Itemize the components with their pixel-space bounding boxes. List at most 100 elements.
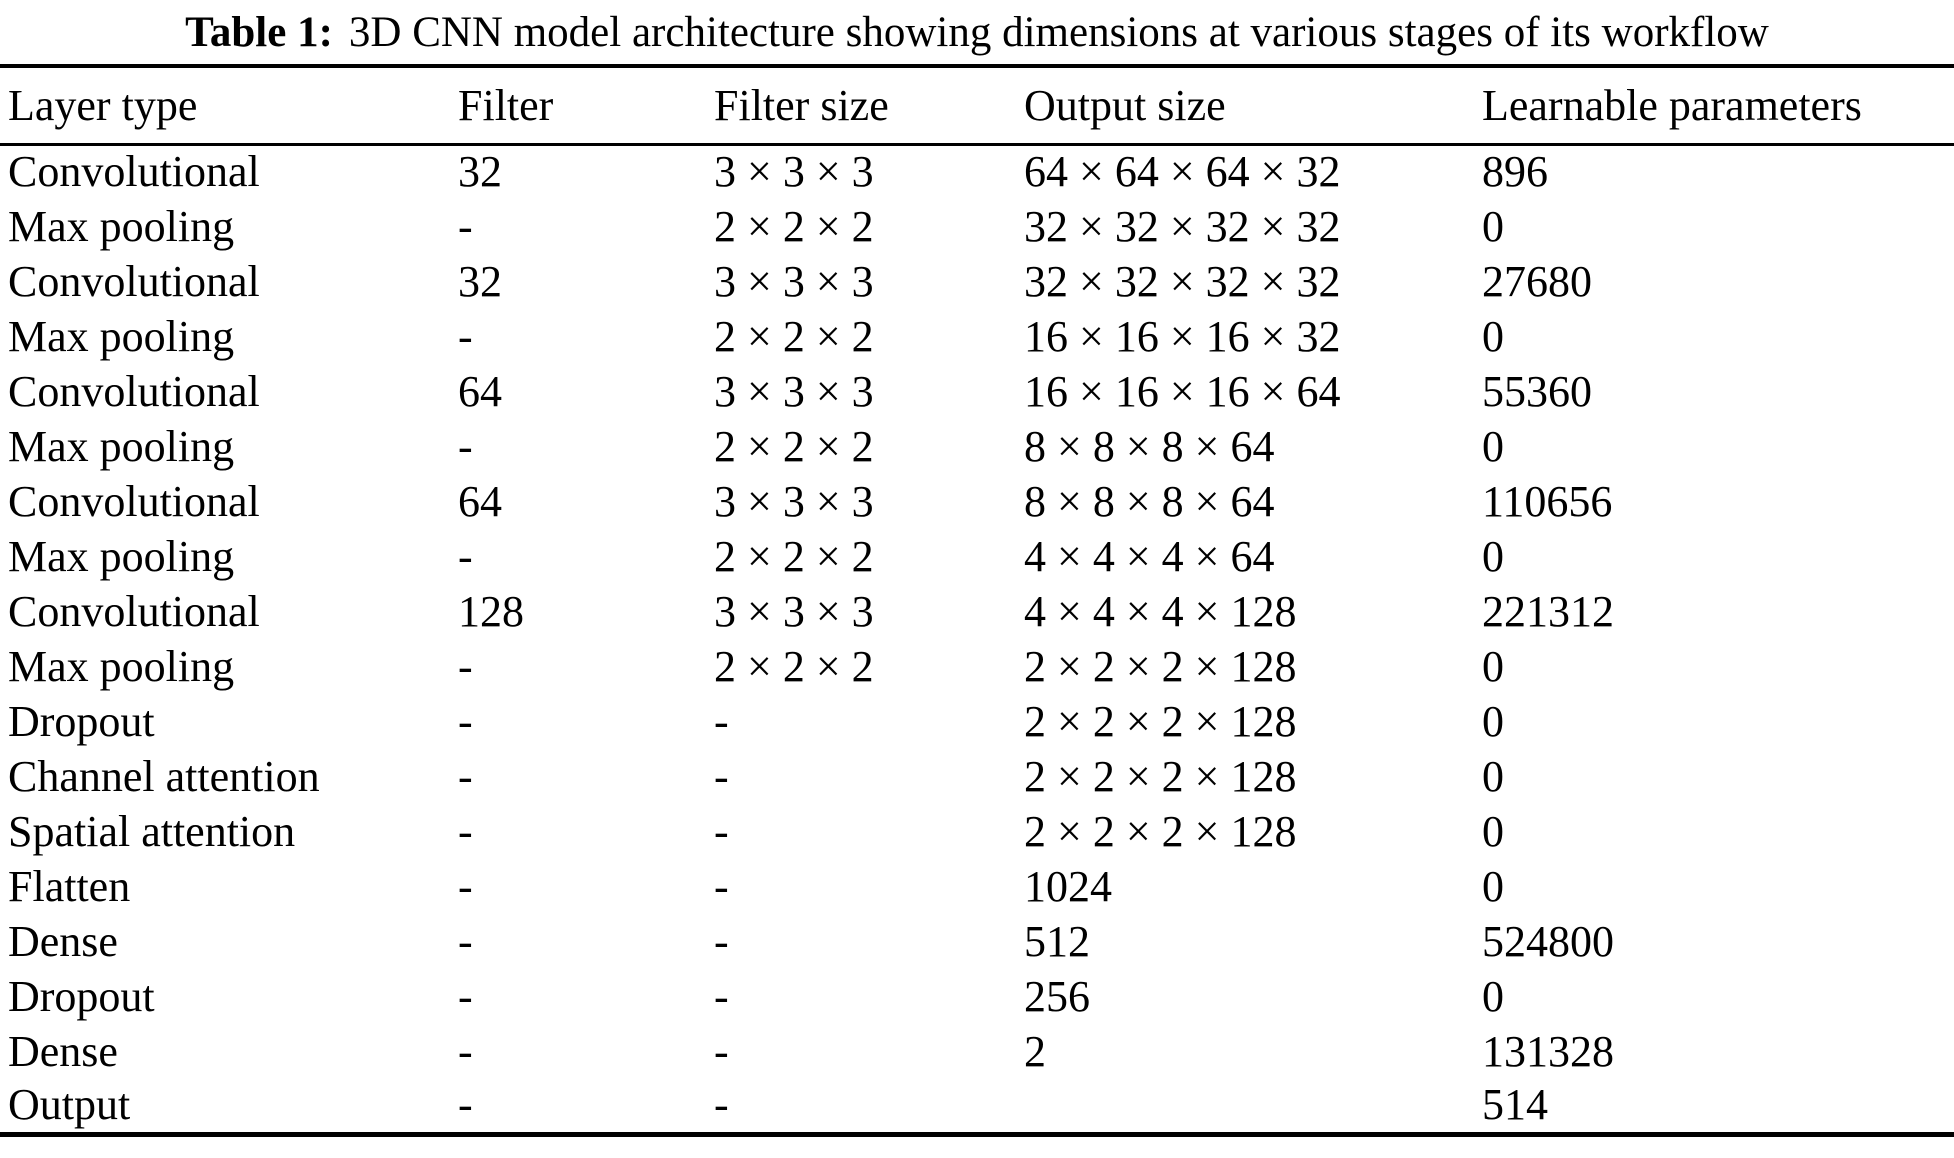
table-cell: Dropout [8, 696, 155, 746]
table-cell: - [714, 751, 729, 801]
table-cell: 8 × 8 × 8 × 64 [1024, 421, 1275, 471]
table-row: Convolutional 128 3 × 3 × 3 4 × 4 × 4 × 128… [0, 584, 1954, 639]
table-cell: 0 [1482, 971, 1504, 1021]
table-cell: 2 × 2 × 2 [714, 421, 874, 471]
table-cell: 1024 [1024, 861, 1112, 911]
table-cell: 16 × 16 × 16 × 32 [1024, 311, 1341, 361]
table-row: Convolutional 32 3 × 3 × 3 64 × 64 × 64 × 3… [0, 144, 1954, 199]
table-cell: - [458, 751, 473, 801]
table-cell: - [458, 916, 473, 966]
table-cell: 128 [458, 586, 524, 636]
table-cell: 0 [1482, 311, 1504, 361]
table-cell: 0 [1482, 531, 1504, 581]
table-body: Convolutional 32 3 × 3 × 3 64 × 64 × 64 × 3… [0, 144, 1954, 1134]
table-row: Dense - - 512 524800 [0, 914, 1954, 969]
table-cell: - [458, 641, 473, 691]
table-cell: Channel attention [8, 751, 320, 801]
table-cell: 221312 [1482, 586, 1614, 636]
table-cell: 8 × 8 × 8 × 64 [1024, 476, 1275, 526]
table-cell: Max pooling [8, 201, 235, 251]
table-cell: 2 × 2 × 2 [714, 531, 874, 581]
table-cell: - [714, 971, 729, 1021]
table-cell: 3 × 3 × 3 [714, 586, 874, 636]
table-cell: 32 × 32 × 32 × 32 [1024, 201, 1341, 251]
table-cell: 4 × 4 × 4 × 128 [1024, 586, 1297, 636]
column-header: Layer type [0, 66, 458, 146]
table-cell: 2 × 2 × 2 [714, 311, 874, 361]
table-caption: Table 1: 3D CNN model architecture showi… [0, 0, 1954, 64]
table-caption-label: Table 1: [185, 8, 333, 56]
table-cell: Flatten [8, 861, 131, 911]
table-cell: 64 [458, 476, 502, 526]
table-cell: - [458, 311, 473, 361]
column-header: Learnable parameters [1482, 66, 1954, 146]
table-cell: 514 [1482, 1080, 1548, 1130]
table-cell: - [458, 201, 473, 251]
table-cell: 27680 [1482, 256, 1592, 306]
table-cell: 32 [458, 256, 502, 306]
table-cell: Max pooling [8, 421, 235, 471]
table-row: Max pooling - 2 × 2 × 2 8 × 8 × 8 × 64 0 [0, 419, 1954, 474]
column-header: Filter size [714, 66, 1024, 146]
table-cell: 0 [1482, 696, 1504, 746]
table-cell: 2 × 2 × 2 × 128 [1024, 806, 1297, 856]
table-cell: - [714, 1026, 729, 1076]
table-header-row: Layer type Filter Filter size Output size Le… [0, 66, 1954, 146]
table-cell: 55360 [1482, 366, 1592, 416]
table-row: Convolutional 64 3 × 3 × 3 16 × 16 × 16 × 6… [0, 364, 1954, 419]
table-cell [1024, 1079, 1482, 1134]
table-caption-text: 3D CNN model architecture showing dimens… [348, 8, 1769, 56]
table-row: Flatten - - 1024 0 [0, 859, 1954, 914]
table-cell: 64 [458, 366, 502, 416]
table-cell: 16 × 16 × 16 × 64 [1024, 366, 1341, 416]
table-cell: - [714, 861, 729, 911]
table-row: Max pooling - 2 × 2 × 2 2 × 2 × 2 × 128 0 [0, 639, 1954, 694]
table-row: Max pooling - 2 × 2 × 2 32 × 32 × 32 × 32 0 [0, 199, 1954, 254]
table-cell: 2 × 2 × 2 × 128 [1024, 641, 1297, 691]
table-cell: Convolutional [8, 586, 260, 636]
table-cell: - [458, 971, 473, 1021]
table-cell: Convolutional [8, 256, 260, 306]
architecture-table: Layer type Filter Filter size Output size Le… [0, 64, 1954, 1137]
table-cell: 2 × 2 × 2 [714, 201, 874, 251]
table-cell: - [458, 806, 473, 856]
column-header: Output size [1024, 66, 1482, 146]
table-cell: 4 × 4 × 4 × 64 [1024, 531, 1275, 581]
table-cell: Convolutional [8, 476, 260, 526]
table-cell: 512 [1024, 916, 1090, 966]
table-cell: - [458, 1026, 473, 1076]
table-cell: Convolutional [8, 147, 260, 197]
table-cell: - [458, 1080, 473, 1130]
table-cell: 0 [1482, 201, 1504, 251]
table-cell: 0 [1482, 641, 1504, 691]
table-row: Convolutional 64 3 × 3 × 3 8 × 8 × 8 × 64 11… [0, 474, 1954, 529]
table-cell: 256 [1024, 971, 1090, 1021]
table-row: Output - - 514 [0, 1079, 1954, 1134]
table-row: Channel attention - - 2 × 2 × 2 × 128 0 [0, 749, 1954, 804]
table-cell: - [714, 806, 729, 856]
table-cell: - [458, 531, 473, 581]
table-cell: Dropout [8, 971, 155, 1021]
table-cell: - [714, 696, 729, 746]
table-cell: 32 × 32 × 32 × 32 [1024, 256, 1341, 306]
table-row: Spatial attention - - 2 × 2 × 2 × 128 0 [0, 804, 1954, 859]
table-cell: 0 [1482, 806, 1504, 856]
table-row: Dense - - 2 131328 [0, 1024, 1954, 1079]
table-cell: - [458, 861, 473, 911]
column-header: Filter [458, 66, 714, 146]
table-cell: 2 [1024, 1026, 1046, 1076]
table-cell: 0 [1482, 861, 1504, 911]
table-cell: - [458, 421, 473, 471]
table-cell: Dense [8, 916, 118, 966]
table-row: Convolutional 32 3 × 3 × 3 32 × 32 × 32 × 3… [0, 254, 1954, 309]
table-cell: - [714, 916, 729, 966]
table-cell: 3 × 3 × 3 [714, 476, 874, 526]
table-cell: Spatial attention [8, 806, 296, 856]
table-cell: 0 [1482, 421, 1504, 471]
table-cell: 3 × 3 × 3 [714, 147, 874, 197]
table-cell: 3 × 3 × 3 [714, 366, 874, 416]
table-cell: 2 × 2 × 2 × 128 [1024, 696, 1297, 746]
table-cell: Max pooling [8, 531, 235, 581]
table-cell: 3 × 3 × 3 [714, 256, 874, 306]
table-cell: 131328 [1482, 1026, 1614, 1076]
